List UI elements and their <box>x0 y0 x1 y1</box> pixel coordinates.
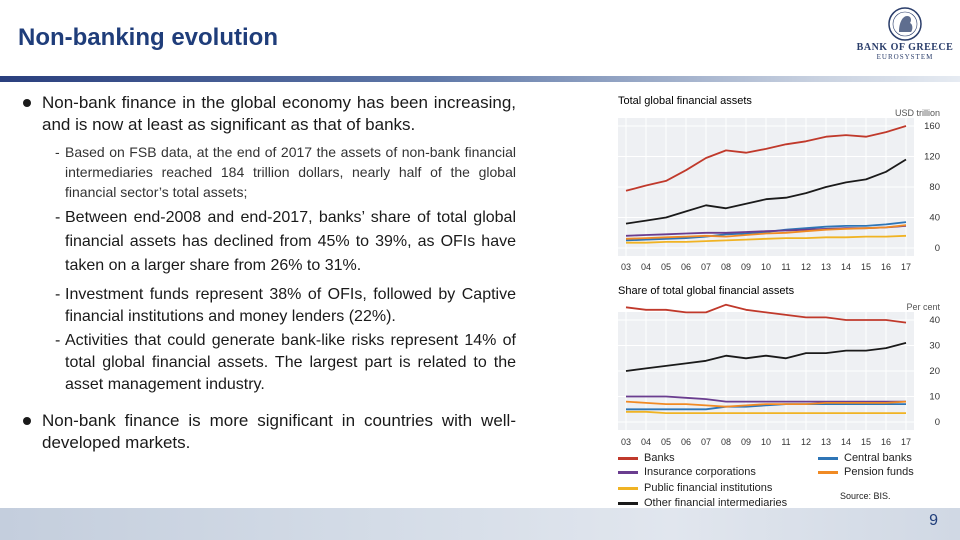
x-tick-label: 03 <box>621 437 631 447</box>
athena-coin-icon <box>888 7 922 41</box>
x-tick-label: 15 <box>861 262 871 272</box>
chart-2: Share of total global financial assets Pe… <box>618 285 940 447</box>
x-tick-label: 07 <box>701 437 711 447</box>
x-tick-label: 11 <box>781 437 790 447</box>
legend-insurance: Insurance corporations <box>618 466 756 478</box>
x-tick-label: 14 <box>841 262 851 272</box>
x-tick-label: 16 <box>881 262 891 272</box>
sub-bullet-1-text: Based on FSB data, at the end of 2017 th… <box>65 144 516 200</box>
x-tick-label: 06 <box>681 262 691 272</box>
y-tick-label: 160 <box>924 121 940 132</box>
chart-legend: Banks Central banks Insurance corporatio… <box>612 450 914 512</box>
chart-panel: Total global financial assets USD trillio… <box>612 86 952 516</box>
series-line-banks <box>625 125 907 192</box>
y-tick-label: 40 <box>929 213 940 224</box>
y-tick-label: 20 <box>929 366 940 377</box>
x-tick-label: 10 <box>761 437 771 447</box>
x-tick-label: 14 <box>841 437 851 447</box>
source-note: Source: BIS. <box>840 491 891 501</box>
y-tick-label: 80 <box>929 182 940 193</box>
y-tick-label: 120 <box>924 152 940 163</box>
x-tick-label: 04 <box>641 437 651 447</box>
page-title: Non-banking evolution <box>18 24 278 51</box>
chart-title: Share of total global financial assets <box>618 285 795 297</box>
y-tick-label: 10 <box>929 392 940 403</box>
legend-public: Public financial institutions <box>618 482 772 494</box>
logo-bank-name: BANK OF GREECE <box>856 42 954 53</box>
bank-logo: BANK OF GREECE EUROSYSTEM <box>850 6 960 70</box>
legend-swatch <box>818 456 838 460</box>
sub-bullet-4: - Activities that could generate bank-li… <box>55 332 516 393</box>
legend-swatch <box>618 456 638 460</box>
page-number: 9 <box>929 512 938 529</box>
bullet-2: Non-bank finance is more significant in … <box>20 410 516 454</box>
series-line-public-financial-institutions <box>626 234 907 244</box>
series-line-pension-funds <box>625 224 907 240</box>
series-line-banks <box>625 303 907 324</box>
legend-central-banks: Central banks <box>818 452 912 464</box>
chart-title: Total global financial assets <box>618 95 752 107</box>
x-tick-label: 05 <box>661 262 671 272</box>
x-tick-label: 08 <box>721 437 731 447</box>
legend-ofi: Other financial intermediaries <box>618 497 787 509</box>
x-tick-label: 09 <box>741 437 751 447</box>
legend-swatch <box>818 470 838 474</box>
y-tick-label: 0 <box>935 243 940 254</box>
x-tick-label: 12 <box>801 262 811 272</box>
x-tick-label: 04 <box>641 262 651 272</box>
y-tick-label: 0 <box>935 417 940 428</box>
x-tick-label: 17 <box>901 437 911 447</box>
series-line-other-financial-intermediaries <box>625 342 907 372</box>
chart-1: Total global financial assets USD trillio… <box>618 95 940 272</box>
y-tick-label: 30 <box>929 341 940 352</box>
header-divider <box>0 76 960 82</box>
bullet-1: Non-bank finance in the global economy h… <box>20 92 516 136</box>
legend-swatch <box>618 501 638 505</box>
x-tick-label: 09 <box>741 262 751 272</box>
x-tick-label: 13 <box>821 437 831 447</box>
logo-eurosystem: EUROSYSTEM <box>876 53 934 61</box>
series-line-other-financial-intermediaries <box>625 158 907 225</box>
x-tick-label: 12 <box>801 437 811 447</box>
bullet-dot <box>23 417 31 425</box>
x-tick-label: 06 <box>681 437 691 447</box>
y-tick-label: 40 <box>929 315 940 326</box>
x-tick-label: 17 <box>901 262 911 272</box>
y-axis-unit: USD trillion <box>895 108 940 118</box>
x-tick-label: 10 <box>761 262 771 272</box>
charts-svg: Total global financial assets USD trillio… <box>618 95 940 447</box>
x-tick-label: 07 <box>701 262 711 272</box>
sub-bullet-3: - Investment funds represent 38% of OFIs… <box>55 286 516 325</box>
bullet-dot <box>23 99 31 107</box>
x-tick-label: 05 <box>661 437 671 447</box>
sub-bullet-2-text: Between end-2008 and end-2017, banks’ sh… <box>65 209 516 274</box>
legend-pension: Pension funds <box>818 466 914 478</box>
sub-bullet-1: - Based on FSB data, at the end of 2017 … <box>55 144 516 200</box>
slide-text: Non-bank finance in the global economy h… <box>20 92 516 454</box>
legend-swatch <box>618 486 638 490</box>
series-line-pension-funds <box>625 400 907 408</box>
x-tick-label: 15 <box>861 437 871 447</box>
series-line-insurance-corporations <box>626 395 906 403</box>
series-line-public-financial-institutions <box>626 410 906 415</box>
sub-bullet-4-text: Activities that could generate bank-like… <box>65 332 516 393</box>
footer-band <box>0 508 960 540</box>
x-tick-label: 08 <box>721 262 731 272</box>
legend-banks: Banks <box>618 452 675 464</box>
bullet-2-text: Non-bank finance is more significant in … <box>42 411 516 452</box>
x-tick-label: 03 <box>621 262 631 272</box>
y-axis-unit: Per cent <box>906 302 940 312</box>
sub-bullet-2: - Between end-2008 and end-2017, banks’ … <box>55 209 516 274</box>
bullet-1-text: Non-bank finance in the global economy h… <box>42 93 516 134</box>
legend-swatch <box>618 470 638 474</box>
x-tick-label: 16 <box>881 437 891 447</box>
x-tick-label: 13 <box>821 262 831 272</box>
series-line-central-banks <box>626 403 906 411</box>
x-tick-label: 11 <box>781 262 790 272</box>
sub-bullet-3-text: Investment funds represent 38% of OFIs, … <box>65 286 516 325</box>
